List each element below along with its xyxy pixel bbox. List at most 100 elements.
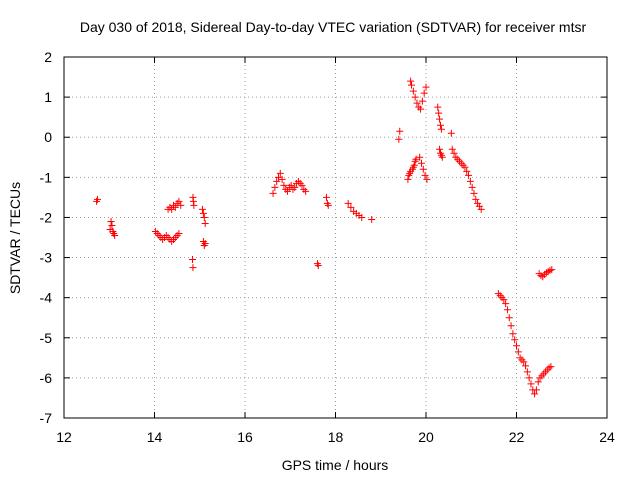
x-tick-labels: 12 14 16 18 20 22 24 — [56, 429, 615, 445]
data-point — [107, 217, 115, 225]
y-tick-labels: 2 1 0 -1 -2 -3 -4 -5 -6 -7 — [40, 49, 53, 426]
data-point — [278, 175, 286, 183]
y-tick-label: 1 — [44, 89, 52, 105]
data-point — [201, 240, 209, 248]
y-tick-label: -3 — [40, 250, 53, 266]
data-point — [407, 77, 415, 85]
data-point — [93, 195, 101, 203]
x-tick-label: 16 — [237, 429, 253, 445]
data-point — [344, 199, 352, 207]
data-point — [177, 201, 185, 209]
data-point — [500, 296, 508, 304]
data-point — [531, 390, 539, 398]
y-tick-label: 2 — [44, 49, 52, 65]
data-point — [411, 93, 419, 101]
data-point — [168, 205, 176, 213]
data-point — [547, 363, 555, 371]
data-point — [396, 127, 404, 135]
data-point — [404, 175, 412, 183]
data-point — [347, 203, 355, 211]
data-point — [503, 306, 511, 314]
data-point — [287, 181, 295, 189]
data-point — [477, 205, 485, 213]
data-point — [322, 193, 330, 201]
data-point — [190, 201, 198, 209]
data-point — [198, 205, 206, 213]
y-tick-label: -6 — [40, 370, 53, 386]
data-point — [509, 330, 517, 338]
y-axis-label: SDTVAR / TECUs — [7, 182, 23, 294]
data-point — [450, 149, 458, 157]
data-point — [421, 171, 429, 179]
data-point — [438, 153, 446, 161]
data-point — [189, 256, 197, 264]
y-tick-label: 0 — [44, 129, 52, 145]
data-point — [546, 266, 554, 274]
data-point — [545, 364, 553, 372]
data-point — [435, 109, 443, 117]
data-point — [523, 368, 531, 376]
data-point — [418, 97, 426, 105]
x-tick-label: 12 — [56, 429, 72, 445]
data-point — [541, 270, 549, 278]
x-tick-label: 22 — [509, 429, 525, 445]
data-point — [436, 121, 444, 129]
data-point — [475, 202, 483, 210]
data-point — [412, 155, 420, 163]
data-point — [199, 209, 207, 217]
data-point — [461, 163, 469, 171]
y-tick-label: -1 — [40, 169, 53, 185]
data-point — [548, 266, 556, 274]
x-axis-label: GPS time / hours — [282, 457, 389, 473]
data-point — [544, 268, 552, 276]
data-point — [314, 262, 322, 270]
data-point — [522, 362, 530, 370]
data-point — [505, 314, 513, 322]
y-tick-label: -5 — [40, 330, 53, 346]
data-point — [511, 336, 519, 344]
data-point — [111, 231, 119, 239]
data-point — [527, 380, 535, 388]
x-tick-label: 14 — [147, 429, 163, 445]
data-point — [436, 145, 444, 153]
data-point — [175, 229, 183, 237]
data-point — [276, 169, 284, 177]
data-point — [419, 165, 427, 173]
data-point — [436, 115, 444, 123]
data-point — [416, 153, 424, 161]
data-point — [534, 378, 542, 386]
data-point — [417, 105, 425, 113]
data-point — [171, 203, 179, 211]
data-point — [437, 125, 445, 133]
data-point — [201, 219, 209, 227]
plot-frame — [63, 56, 608, 419]
data-point — [409, 87, 417, 95]
data-point — [273, 177, 281, 185]
data-points — [93, 77, 556, 398]
data-point — [368, 215, 376, 223]
x-tick-label: 20 — [418, 429, 434, 445]
y-tick-label: -4 — [40, 290, 53, 306]
data-point — [466, 177, 474, 185]
data-point — [422, 83, 430, 91]
data-point — [274, 173, 282, 181]
data-point — [298, 181, 306, 189]
data-point — [470, 189, 478, 197]
grid — [64, 57, 607, 418]
data-point — [537, 272, 545, 280]
data-point — [284, 187, 292, 195]
data-point — [271, 183, 279, 191]
data-point — [520, 358, 528, 366]
data-point — [108, 221, 116, 229]
data-point — [448, 145, 456, 153]
data-point — [417, 159, 425, 167]
data-point — [200, 213, 208, 221]
x-tick-label: 18 — [328, 429, 344, 445]
data-point — [420, 89, 428, 97]
data-point — [280, 181, 288, 189]
data-point — [472, 195, 480, 203]
data-point — [514, 348, 522, 356]
data-point — [302, 187, 310, 195]
